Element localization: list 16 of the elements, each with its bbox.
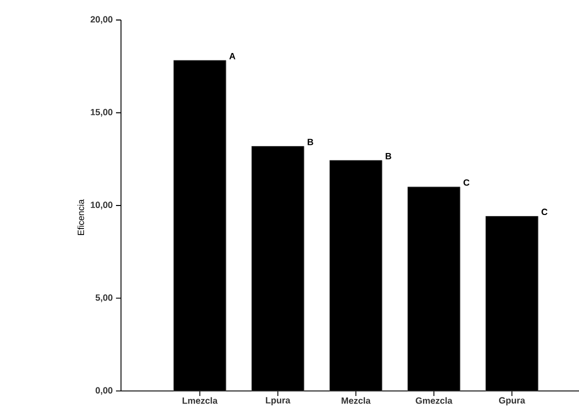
x-tick-label: Gmezcla xyxy=(416,397,452,404)
annotation: C xyxy=(542,208,548,216)
y-tick-label: 10,00 xyxy=(90,202,112,210)
annotation: A xyxy=(229,53,236,60)
annotation: C xyxy=(464,179,470,186)
y-tick-label: 0,00 xyxy=(96,387,112,395)
y-tick-label: 20,00 xyxy=(90,16,112,24)
annotation: B xyxy=(386,153,392,160)
y-tick-label: 15,00 xyxy=(90,108,112,117)
x-tick-label: Gpura xyxy=(499,397,526,406)
y-axis-title: Eficencia xyxy=(77,199,84,236)
annotation: B xyxy=(308,138,314,146)
y-tick-label: 5,00 xyxy=(96,294,112,302)
x-tick-label: Mezcla xyxy=(342,397,371,404)
x-tick-label: Lmezcla xyxy=(182,397,218,404)
x-tick-label: Lpura xyxy=(266,397,290,406)
